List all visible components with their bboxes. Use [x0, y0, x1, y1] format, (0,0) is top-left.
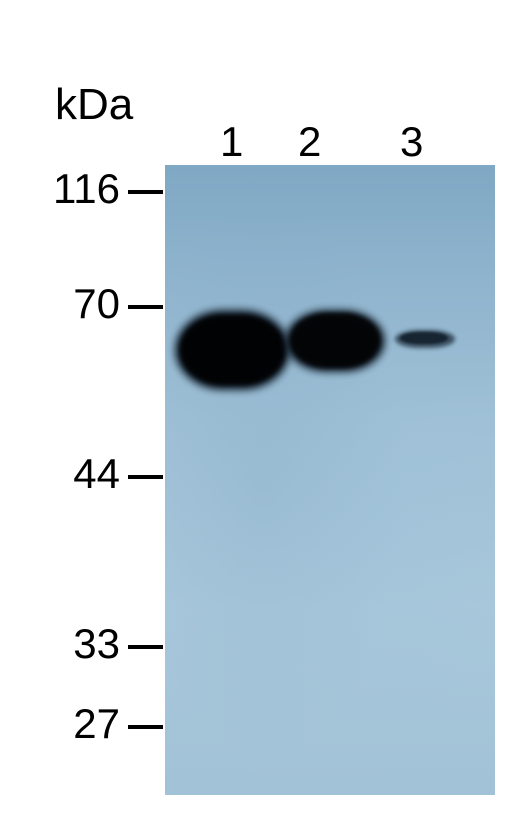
lane-label-2: 2: [298, 118, 321, 166]
lane-label-1: 1: [220, 118, 243, 166]
marker-label-33: 33: [73, 620, 120, 668]
band-lane-1: [180, 315, 285, 385]
blot-background: [165, 165, 495, 795]
blot-membrane-region: [165, 165, 495, 795]
marker-label-70: 70: [73, 280, 120, 328]
lane-label-3: 3: [400, 118, 423, 166]
marker-label-44: 44: [73, 450, 120, 498]
kda-unit-label: kDa: [55, 80, 133, 130]
marker-tick-27: [128, 725, 163, 729]
marker-tick-44: [128, 475, 163, 479]
band-lane-2: [290, 313, 380, 368]
marker-tick-116: [128, 190, 163, 194]
marker-tick-33: [128, 645, 163, 649]
marker-label-27: 27: [73, 700, 120, 748]
marker-label-116: 116: [53, 165, 120, 213]
band-lane-3: [400, 332, 448, 344]
marker-tick-70: [128, 305, 163, 309]
western-blot-figure: kDa 1 2 3 116 70 44 33 27: [0, 0, 529, 825]
